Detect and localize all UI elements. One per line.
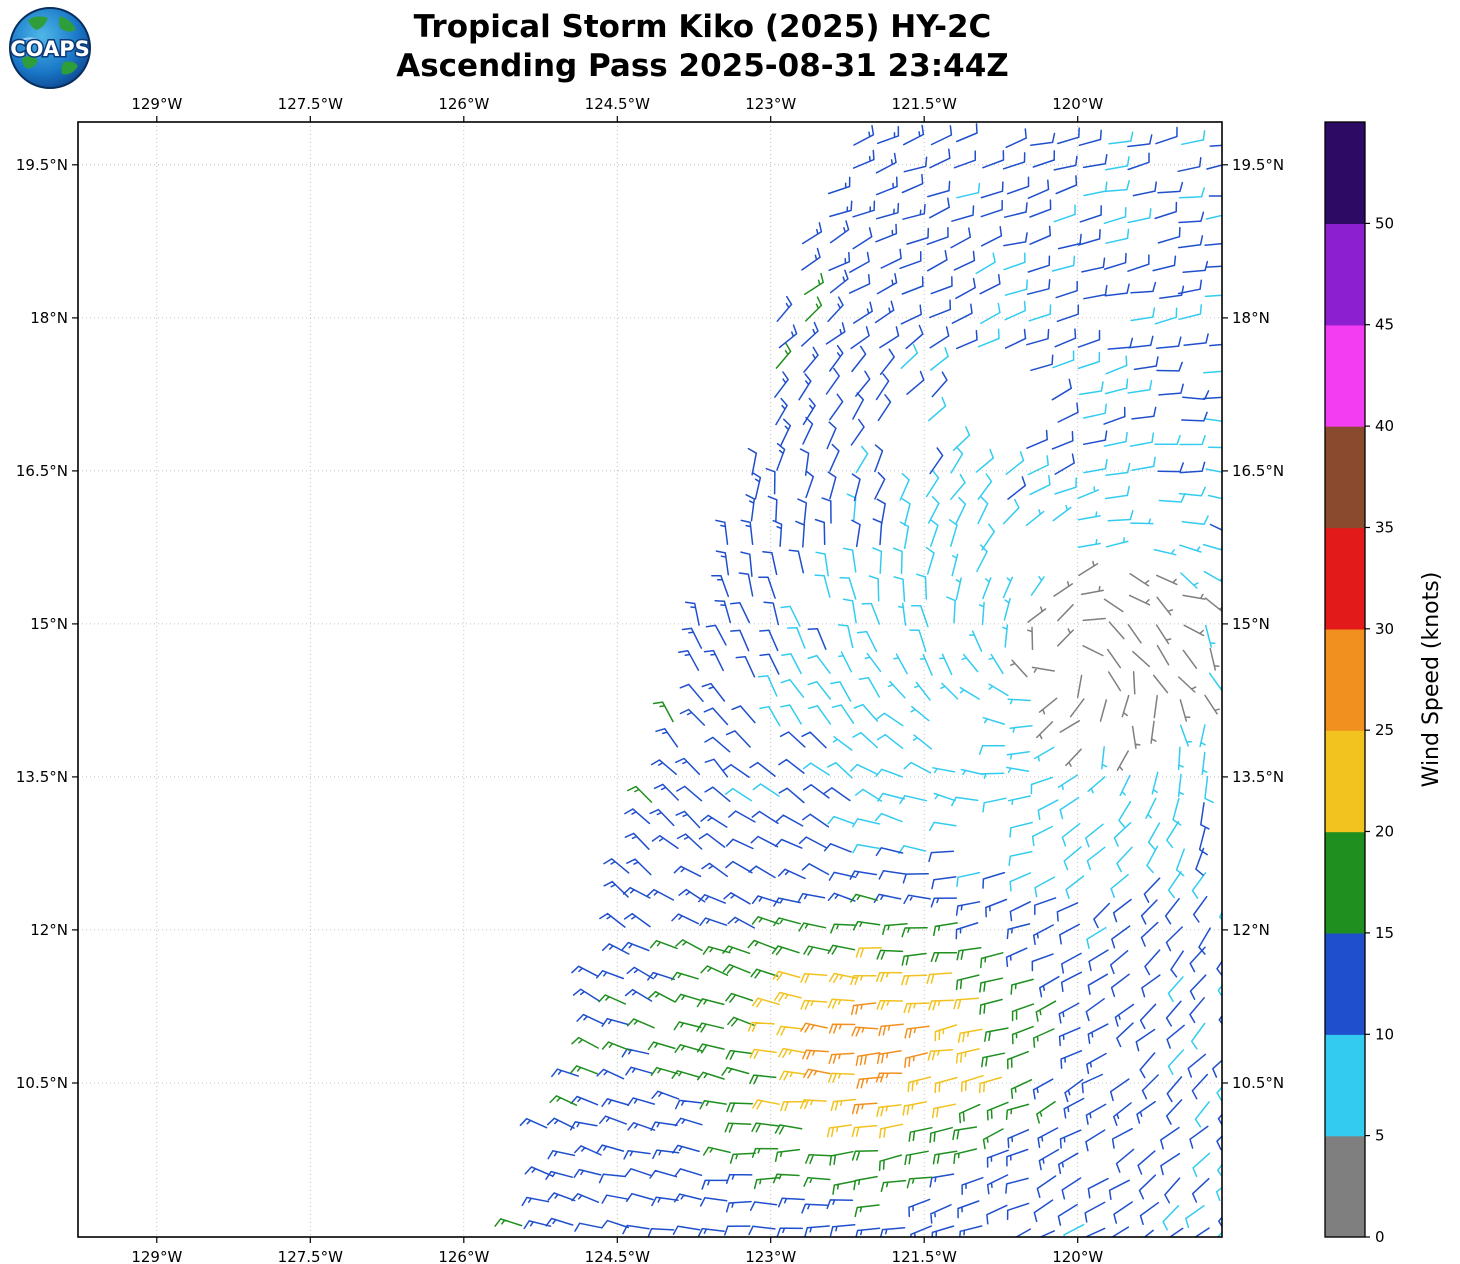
svg-text:126°W: 126°W	[438, 1248, 489, 1264]
svg-text:18°N: 18°N	[1232, 309, 1270, 327]
svg-text:127.5°W: 127.5°W	[278, 1248, 343, 1264]
svg-text:45: 45	[1375, 316, 1394, 334]
svg-text:127.5°W: 127.5°W	[278, 95, 343, 113]
svg-text:13.5°N: 13.5°N	[16, 768, 68, 786]
svg-text:129°W: 129°W	[131, 95, 182, 113]
svg-text:16.5°N: 16.5°N	[16, 462, 68, 480]
svg-text:121.5°W: 121.5°W	[892, 1248, 957, 1264]
coaps-logo: COAPS	[8, 6, 92, 90]
svg-text:10: 10	[1375, 1025, 1394, 1043]
svg-text:19.5°N: 19.5°N	[1232, 156, 1284, 174]
svg-text:25: 25	[1375, 721, 1394, 739]
svg-text:129°W: 129°W	[131, 1248, 182, 1264]
svg-text:35: 35	[1375, 519, 1394, 537]
svg-text:121.5°W: 121.5°W	[892, 95, 957, 113]
svg-text:10.5°N: 10.5°N	[16, 1074, 68, 1092]
svg-text:15: 15	[1375, 924, 1394, 942]
svg-text:12°N: 12°N	[1232, 921, 1270, 939]
svg-text:123°W: 123°W	[745, 1248, 796, 1264]
figure-title: Tropical Storm Kiko (2025) HY-2C Ascendi…	[0, 8, 1405, 86]
coaps-logo-text: COAPS	[10, 37, 89, 61]
svg-text:13.5°N: 13.5°N	[1232, 768, 1284, 786]
svg-text:12°N: 12°N	[30, 921, 68, 939]
svg-text:50: 50	[1375, 214, 1394, 232]
svg-text:19.5°N: 19.5°N	[16, 156, 68, 174]
svg-text:15°N: 15°N	[1232, 615, 1270, 633]
svg-text:Wind Speed (knots): Wind Speed (knots)	[1419, 572, 1444, 788]
svg-text:40: 40	[1375, 417, 1394, 435]
svg-text:126°W: 126°W	[438, 95, 489, 113]
svg-text:124.5°W: 124.5°W	[585, 95, 650, 113]
svg-text:16.5°N: 16.5°N	[1232, 462, 1284, 480]
svg-text:120°W: 120°W	[1052, 1248, 1103, 1264]
title-line-1: Tropical Storm Kiko (2025) HY-2C	[413, 9, 992, 45]
svg-text:0: 0	[1375, 1228, 1385, 1246]
svg-text:10.5°N: 10.5°N	[1232, 1074, 1284, 1092]
svg-text:5: 5	[1375, 1127, 1385, 1145]
title-line-2: Ascending Pass 2025-08-31 23:44Z	[396, 47, 1009, 84]
svg-text:20: 20	[1375, 823, 1394, 841]
coaps-logo-globe: COAPS	[9, 7, 91, 89]
svg-text:30: 30	[1375, 620, 1394, 638]
svg-text:18°N: 18°N	[30, 309, 68, 327]
svg-text:120°W: 120°W	[1052, 95, 1103, 113]
svg-text:15°N: 15°N	[30, 615, 68, 633]
svg-text:124.5°W: 124.5°W	[585, 1248, 650, 1264]
svg-text:123°W: 123°W	[745, 95, 796, 113]
